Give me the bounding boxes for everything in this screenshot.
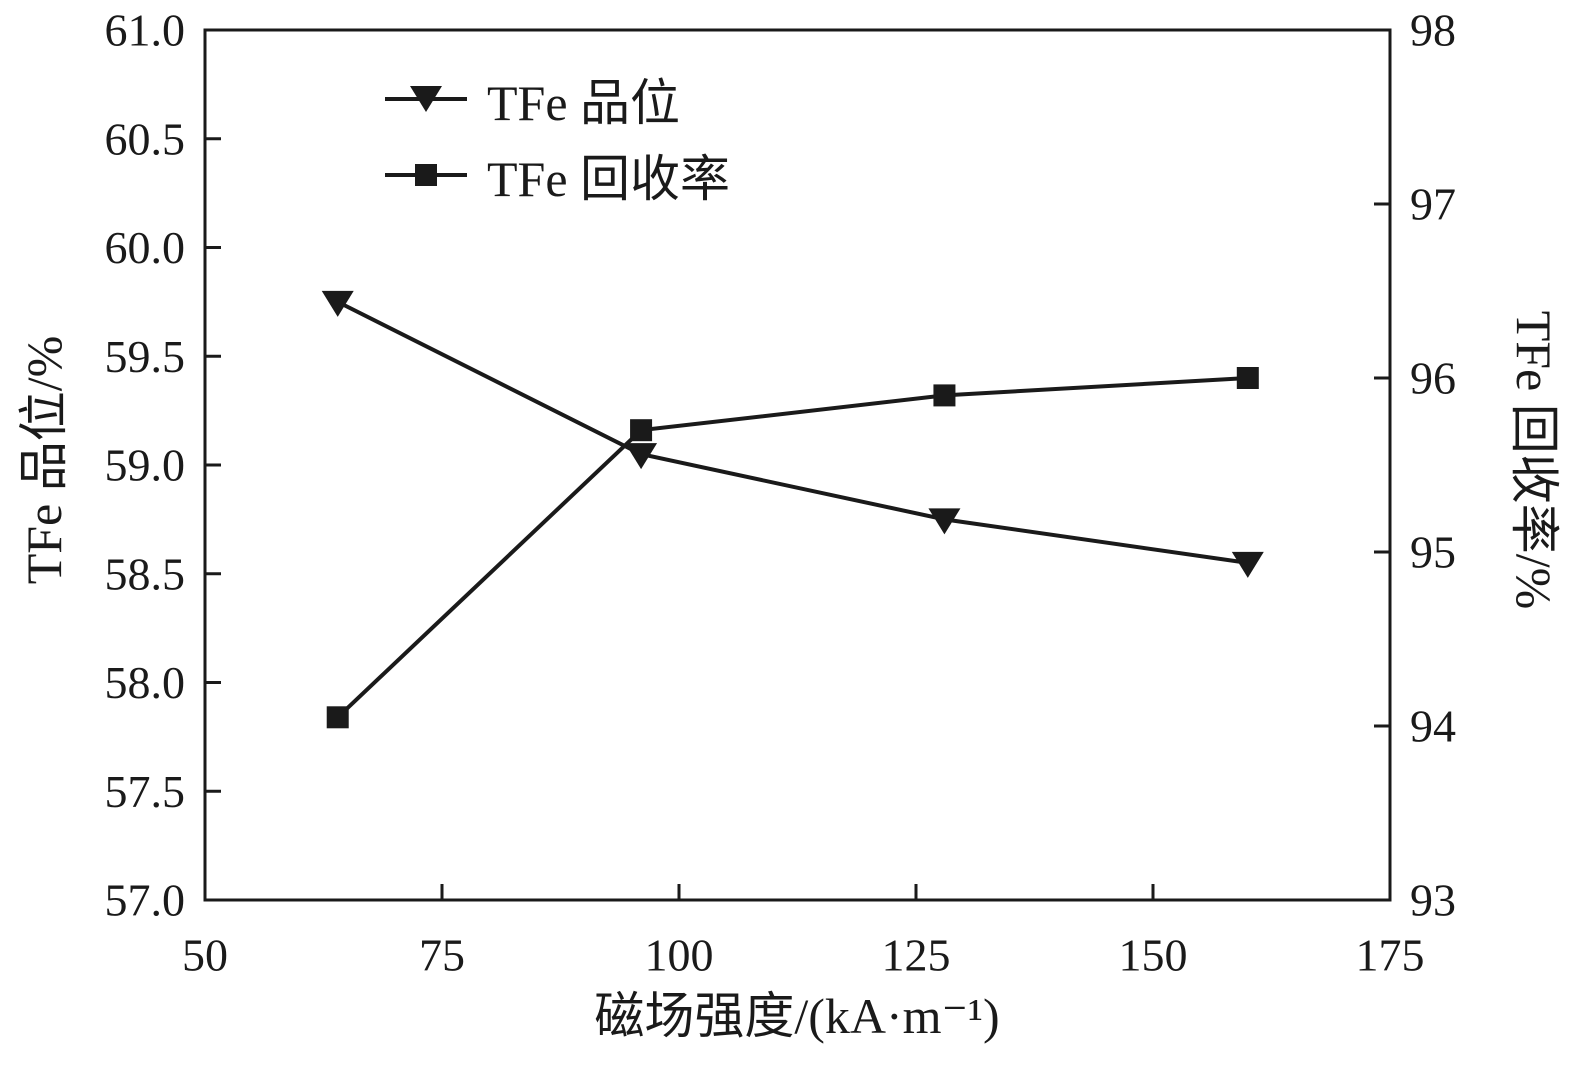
svg-text:95: 95 — [1410, 527, 1456, 578]
legend-item-tfe-recovery: TFe 回收率 — [385, 144, 730, 207]
legend: TFe 品位 TFe 回收率 — [385, 68, 730, 207]
svg-text:98: 98 — [1410, 5, 1456, 56]
square-marker-icon — [415, 164, 437, 186]
svg-text:97: 97 — [1410, 179, 1456, 230]
svg-text:100: 100 — [645, 930, 714, 981]
svg-text:96: 96 — [1410, 353, 1456, 404]
svg-text:59.5: 59.5 — [105, 331, 186, 382]
svg-text:58.0: 58.0 — [105, 657, 186, 708]
legend-key-line — [385, 79, 467, 119]
x-axis-label: 磁场强度/(kA·m⁻¹) — [594, 988, 1000, 1044]
svg-text:93: 93 — [1410, 875, 1456, 926]
svg-text:61.0: 61.0 — [105, 5, 186, 56]
svg-text:125: 125 — [882, 930, 951, 981]
svg-text:60.5: 60.5 — [105, 113, 186, 164]
svg-text:57.0: 57.0 — [105, 875, 186, 926]
svg-text:59.0: 59.0 — [105, 440, 186, 491]
svg-text:175: 175 — [1356, 930, 1425, 981]
triangle-down-marker-icon — [410, 86, 442, 112]
svg-text:94: 94 — [1410, 701, 1456, 752]
legend-item-tfe-grade: TFe 品位 — [385, 68, 730, 131]
svg-text:75: 75 — [419, 930, 465, 981]
svg-text:50: 50 — [182, 930, 228, 981]
y-axis-label-left: TFe 品位/% — [16, 335, 72, 585]
svg-text:150: 150 — [1119, 930, 1188, 981]
svg-text:57.5: 57.5 — [105, 766, 186, 817]
svg-text:60.0: 60.0 — [105, 222, 186, 273]
legend-label-tfe-grade: TFe 品位 — [487, 75, 681, 131]
y-axis-label-right: TFe 回收率/% — [1506, 310, 1562, 610]
legend-label-tfe-recovery: TFe 回收率 — [487, 151, 731, 207]
svg-text:58.5: 58.5 — [105, 548, 186, 599]
legend-key-line — [385, 155, 467, 195]
